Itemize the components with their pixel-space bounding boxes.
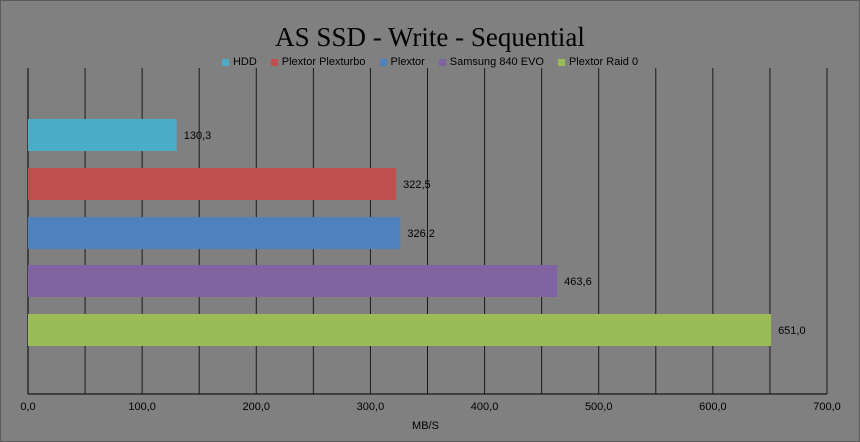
data-label: 130,3 (184, 130, 212, 142)
data-label: 326,2 (407, 228, 435, 240)
x-tick-label: 500,0 (585, 401, 613, 413)
x-tick-label: 100,0 (128, 401, 156, 413)
bar-plextor-plexturbo (28, 168, 397, 200)
legend-label-plextor-raid-0: Plextor Raid 0 (568, 56, 639, 68)
x-tick-label: 700,0 (813, 401, 841, 413)
legend-item-plextor-plexturbo: Plextor Plexturbo (270, 56, 366, 68)
legend-label-plextor-plexturbo: Plextor Plexturbo (281, 56, 366, 68)
legend-swatch-samsung-840-evo (438, 58, 446, 66)
x-tick-label: 300,0 (357, 401, 385, 413)
legend-label-samsung-840-evo: Samsung 840 EVO (449, 56, 544, 68)
data-label: 651,0 (778, 325, 806, 337)
legend-swatch-plextor-plexturbo (270, 58, 278, 66)
legend-swatch-hdd (221, 58, 229, 66)
bar-plextor (28, 217, 401, 249)
legend-label-plextor: Plextor (390, 56, 425, 68)
chart-title: AS SSD - Write - Sequential (275, 22, 585, 52)
data-label: 463,6 (564, 276, 592, 288)
legend-item-plextor-raid-0: Plextor Raid 0 (557, 56, 639, 68)
legend-swatch-plextor (379, 58, 387, 66)
bar-hdd (28, 119, 177, 151)
legend-item-hdd: HDD (221, 56, 257, 68)
legend-swatch-plextor-raid-0 (557, 58, 565, 66)
legend: HDD Plextor Plexturbo Plextor Samsung 84… (0, 56, 860, 68)
bar-plextor-raid-0 (28, 314, 772, 346)
legend-item-plextor: Plextor (379, 56, 425, 68)
x-tick-label: 400,0 (471, 401, 499, 413)
legend-label-hdd: HDD (232, 56, 257, 68)
x-tick-label: 600,0 (699, 401, 727, 413)
x-axis-title: MB/S (412, 420, 439, 432)
x-tick-label: 200,0 (243, 401, 271, 413)
x-tick-label: 0,0 (20, 401, 35, 413)
data-label: 322,5 (403, 179, 431, 191)
legend-item-samsung-840-evo: Samsung 840 EVO (438, 56, 544, 68)
bar-samsung-840-evo (28, 265, 558, 297)
